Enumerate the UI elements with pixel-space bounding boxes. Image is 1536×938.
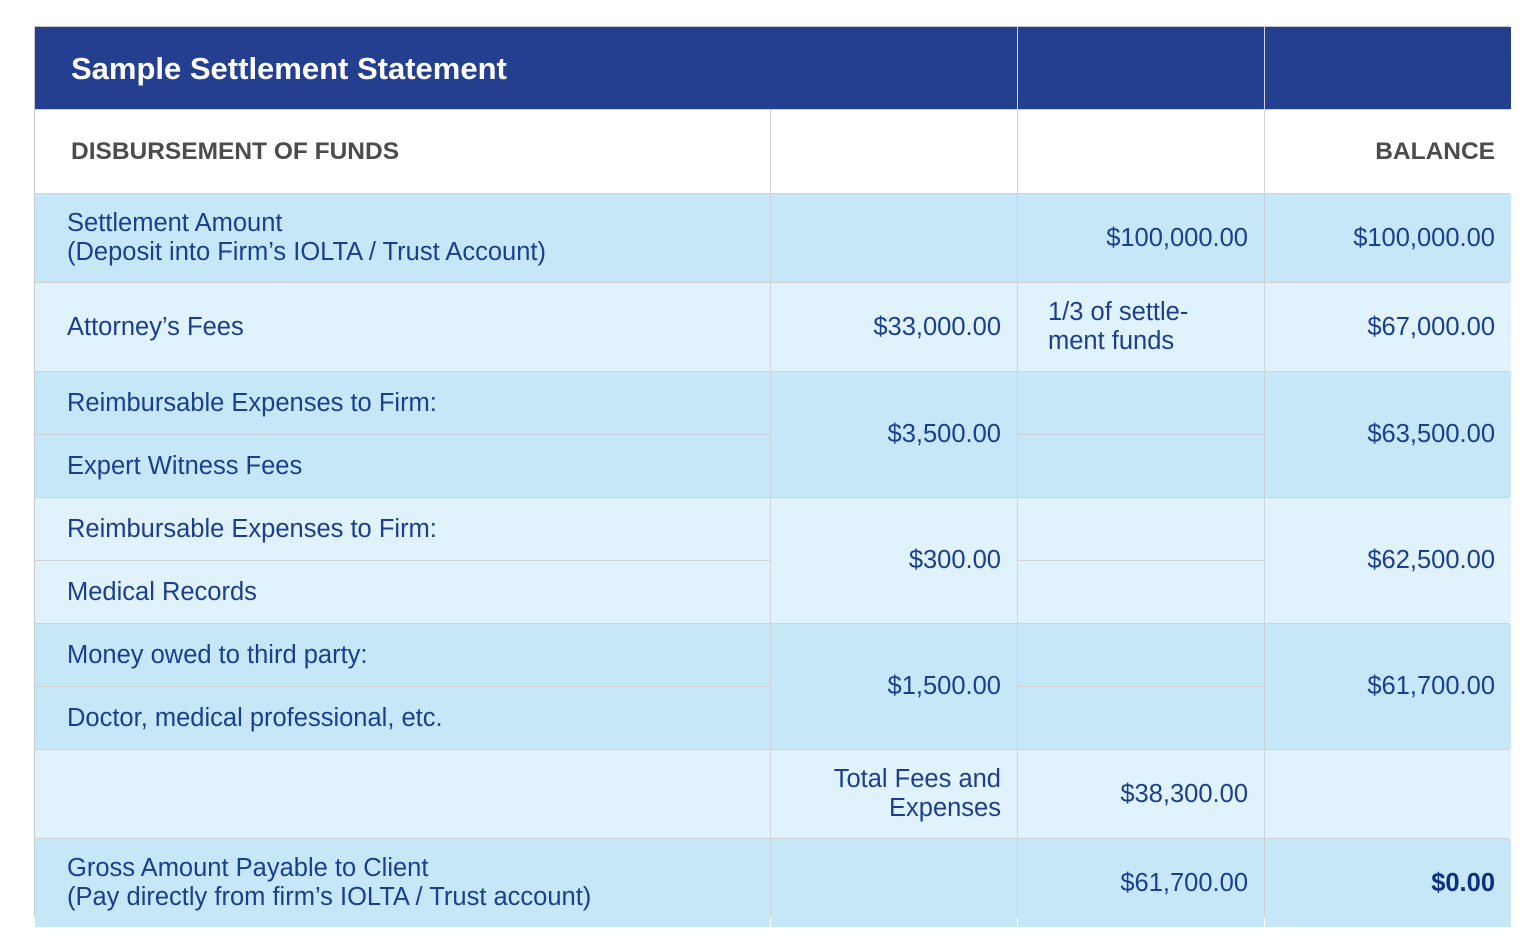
total-amount-cell: $38,300.00 (1018, 750, 1264, 838)
attorney-fees-description: Attorney’s Fees (35, 283, 770, 371)
description-line: Medical Records (67, 577, 257, 606)
description-line: (Deposit into Firm’s IOLTA / Trust Accou… (67, 238, 546, 266)
balance-value: $100,000.00 (1353, 223, 1495, 252)
balance-cell: $62,500.00 (1265, 498, 1511, 623)
amount-cell (1018, 435, 1264, 497)
balance-value: $62,500.00 (1367, 546, 1495, 574)
expense-item-label: Expert Witness Fees (35, 435, 770, 497)
settlement-amount-description: Settlement Amount (Deposit into Firm’s I… (35, 194, 770, 282)
amount-value: $100,000.00 (1106, 223, 1248, 252)
totals-label-line: Expenses (889, 794, 1001, 822)
fee-cell: $1,500.00 (771, 624, 1017, 749)
totals-label-line: Total Fees and (833, 765, 1001, 793)
title-text: Sample Settlement Statement (71, 50, 507, 86)
fee-value: $33,000.00 (873, 312, 1001, 341)
amount-cell (1018, 687, 1264, 749)
final-balance-cell: $0.00 (1265, 839, 1511, 927)
gross-payable-description: Gross Amount Payable to Client (Pay dire… (35, 839, 770, 927)
description-line: Money owed to third party: (67, 640, 368, 669)
column-header-blank (771, 110, 1017, 193)
fee-value: $1,500.00 (887, 672, 1001, 700)
fee-cell (771, 839, 1017, 927)
column-header-blank (1018, 110, 1264, 193)
balance-value: $63,500.00 (1367, 420, 1495, 448)
total-amount-value: $38,300.00 (1120, 779, 1248, 808)
expense-category-label: Reimbursable Expenses to Firm: (35, 372, 770, 434)
amount-cell: $61,700.00 (1018, 839, 1264, 927)
fee-cell: $3,500.00 (771, 372, 1017, 497)
description-line: Settlement Amount (67, 209, 283, 237)
balance-cell: $67,000.00 (1265, 283, 1511, 371)
column-header-label: BALANCE (1375, 138, 1495, 165)
column-header-label: DISBURSEMENT OF FUNDS (71, 138, 400, 165)
fee-value: $300.00 (908, 546, 1001, 574)
settlement-statement-table: Sample Settlement Statement DISBURSEMENT… (34, 26, 1511, 927)
fee-value: $3,500.00 (887, 420, 1001, 448)
description-line: Reimbursable Expenses to Firm: (67, 388, 437, 417)
column-header-disbursement: DISBURSEMENT OF FUNDS (35, 110, 770, 193)
fee-cell: $33,000.00 (771, 283, 1017, 371)
amount-cell (1018, 498, 1264, 560)
balance-value: $61,700.00 (1367, 672, 1495, 700)
amount-cell (1018, 372, 1264, 434)
description-line: Doctor, medical professional, etc. (67, 703, 443, 732)
expense-item-label: Medical Records (35, 561, 770, 623)
table-title: Sample Settlement Statement (35, 27, 1017, 109)
expense-category-label: Reimbursable Expenses to Firm: (35, 498, 770, 560)
expense-category-label: Money owed to third party: (35, 624, 770, 686)
final-balance-value: $0.00 (1431, 868, 1495, 897)
description-cell (35, 750, 770, 838)
fee-cell (771, 194, 1017, 282)
balance-cell: $63,500.00 (1265, 372, 1511, 497)
description-line: (Pay directly from firm’s IOLTA / Trust … (67, 883, 592, 911)
amount-cell (1018, 624, 1264, 686)
amount-cell: $100,000.00 (1018, 194, 1264, 282)
description-line: Reimbursable Expenses to Firm: (67, 514, 437, 543)
description-line: Gross Amount Payable to Client (67, 854, 429, 882)
expense-item-label: Doctor, medical professional, etc. (35, 687, 770, 749)
fee-note-cell: 1/3 of settle- ment funds (1018, 283, 1264, 371)
description-line: Expert Witness Fees (67, 451, 303, 480)
balance-value: $67,000.00 (1367, 312, 1495, 341)
balance-cell (1265, 750, 1511, 838)
header-blank-cell (1265, 27, 1511, 109)
amount-value: $61,700.00 (1120, 868, 1248, 897)
description-line: Attorney’s Fees (67, 312, 244, 341)
balance-cell: $100,000.00 (1265, 194, 1511, 282)
balance-cell: $61,700.00 (1265, 624, 1511, 749)
note-line: 1/3 of settle- (1048, 298, 1189, 326)
column-header-balance: BALANCE (1265, 110, 1511, 193)
totals-label: Total Fees and Expenses (771, 750, 1017, 838)
header-blank-cell (1018, 27, 1264, 109)
note-line: ment funds (1048, 327, 1175, 355)
fee-cell: $300.00 (771, 498, 1017, 623)
amount-cell (1018, 561, 1264, 623)
